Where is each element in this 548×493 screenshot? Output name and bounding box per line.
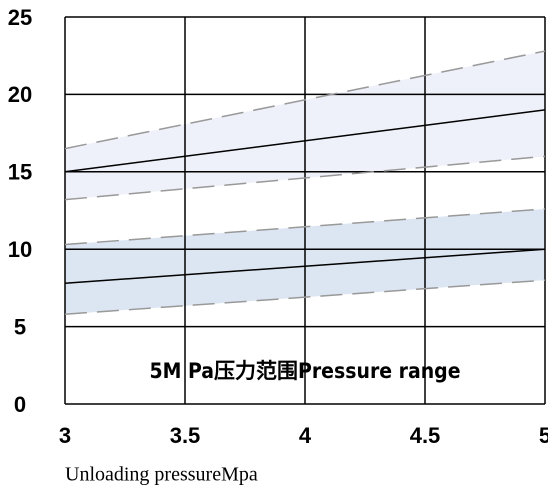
y-tick-label: 20	[8, 82, 32, 107]
y-tick-label: 10	[8, 237, 32, 262]
annotation: 5M Pa压力范围Pressure range	[149, 359, 460, 383]
band-edge	[64, 155, 546, 201]
x-tick-label: 3	[59, 423, 71, 448]
band-edge	[64, 50, 546, 150]
x-tick-label: 4.5	[410, 423, 441, 448]
x-axis-label: Unloading pressureMpa	[65, 464, 258, 486]
y-tick-label: 15	[8, 160, 32, 185]
y-tick-label: 0	[14, 392, 26, 417]
band-edge	[64, 208, 546, 246]
y-tick-label: 5	[14, 314, 26, 339]
x-tick-label: 4	[299, 423, 312, 448]
x-tick-label: 5	[539, 423, 548, 448]
band-edge	[64, 279, 546, 315]
x-tick-label: 3.5	[170, 423, 201, 448]
center-line	[64, 248, 546, 285]
center-line	[64, 109, 546, 173]
y-tick-label: 25	[8, 5, 32, 30]
